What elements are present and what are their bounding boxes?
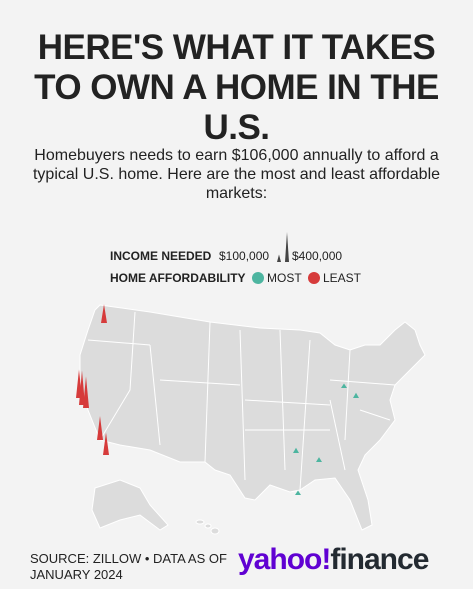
logo-brand: yahoo! bbox=[238, 543, 331, 576]
spike bbox=[295, 490, 301, 495]
logo: yahoo!finance bbox=[238, 543, 429, 577]
legend-least: LEAST bbox=[323, 271, 362, 285]
income-label: INCOME NEEDED bbox=[110, 249, 212, 263]
spike bbox=[316, 457, 322, 462]
us-map bbox=[79, 304, 426, 535]
spike bbox=[277, 254, 281, 262]
logo-product: finance bbox=[330, 543, 429, 576]
spike bbox=[293, 447, 299, 453]
income-tick-label: $100,000 bbox=[219, 249, 269, 263]
state-lines bbox=[87, 311, 396, 491]
affordability-label: HOME AFFORDABILITY bbox=[110, 271, 246, 285]
spike bbox=[103, 432, 109, 455]
spike bbox=[97, 416, 103, 440]
spike bbox=[341, 383, 347, 388]
legend-least-dot bbox=[308, 272, 320, 284]
spike bbox=[79, 370, 85, 405]
legend: INCOME NEEDED $100,000 $400,000 HOME AFFORD… bbox=[110, 232, 362, 285]
spike bbox=[83, 376, 89, 408]
title: HERE'S WHAT IT TAKES TO OWN A HOME IN TH… bbox=[34, 28, 439, 147]
spikes bbox=[76, 304, 359, 495]
income-tick-label: $400,000 bbox=[292, 249, 342, 263]
spike bbox=[353, 392, 359, 398]
spike bbox=[285, 232, 289, 262]
source: SOURCE: ZILLOW • DATA AS OF JANUARY 2024 bbox=[30, 551, 227, 582]
legend-most: MOST bbox=[267, 271, 302, 285]
spike bbox=[101, 304, 107, 323]
subtitle: Homebuyers needs to earn $106,000 annual… bbox=[32, 147, 441, 202]
legend-most-dot bbox=[252, 272, 264, 284]
